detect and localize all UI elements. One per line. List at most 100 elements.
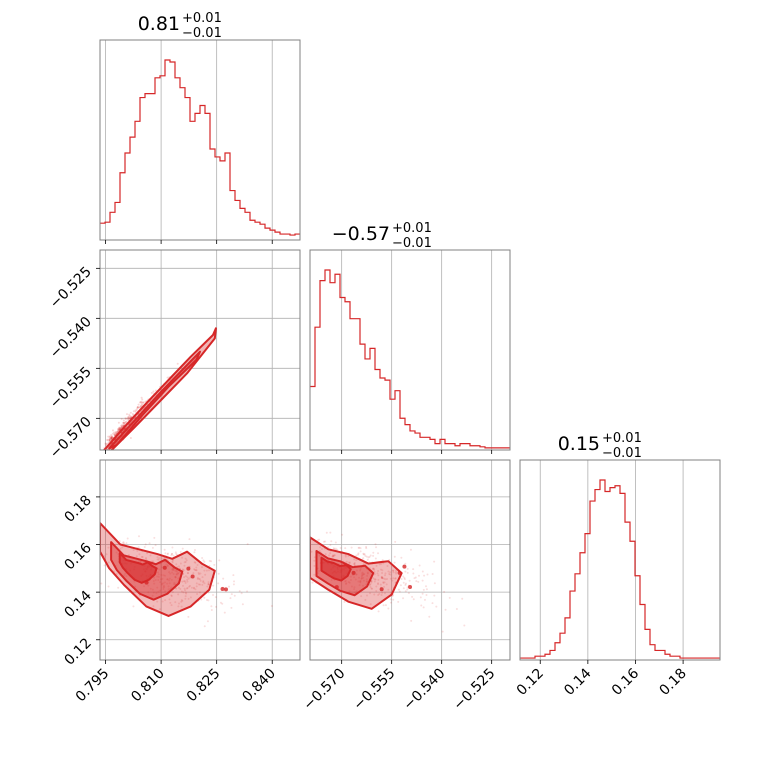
scatter-point [397, 588, 400, 591]
scatter-point [166, 565, 169, 568]
scatter-point [380, 575, 383, 578]
scatter-point [218, 559, 221, 562]
contour-inner [320, 556, 352, 582]
scatter-point [139, 405, 142, 408]
scatter-point [124, 420, 127, 423]
scatter-point [118, 428, 121, 431]
scatter-point [212, 584, 215, 587]
scatter-point [373, 570, 376, 573]
scatter-point [181, 547, 184, 550]
scatter-point [392, 569, 395, 572]
scatter-point [126, 417, 129, 420]
scatter-point [198, 573, 201, 576]
scatter-point [193, 549, 196, 552]
scatter-point [180, 605, 183, 608]
scatter-point [122, 421, 125, 424]
scatter-point [378, 592, 381, 595]
scatter-point [109, 436, 112, 439]
scatter-point [163, 585, 166, 588]
scatter-point [443, 590, 446, 593]
scatter-point [121, 425, 124, 428]
scatter-point [181, 580, 184, 583]
scatter-point [107, 585, 110, 588]
scatter-point [344, 554, 347, 557]
scatter-point [383, 585, 386, 588]
scatter-point [404, 562, 407, 565]
panel-title-value: 0.81 [138, 13, 180, 35]
scatter-point [206, 620, 209, 623]
scatter-point [373, 580, 376, 583]
scatter-point [358, 546, 361, 549]
scatter-point [115, 431, 118, 434]
scatter-point [382, 581, 385, 584]
scatter-point [334, 547, 337, 550]
scatter-point [217, 572, 220, 575]
scatter-point [127, 416, 130, 419]
scatter-point [398, 590, 401, 593]
scatter-point [233, 594, 236, 597]
scatter-point [380, 576, 383, 579]
contour-island [408, 585, 413, 590]
scatter-point [177, 572, 180, 575]
scatter-point [110, 434, 113, 437]
scatter-point [137, 560, 140, 563]
pair-panel-2-1 [310, 460, 510, 660]
scatter-point [361, 571, 364, 574]
scatter-point [313, 559, 316, 562]
scatter-point [365, 547, 368, 550]
hist-panel-0: 0.81 +0.01−0.01 [100, 11, 300, 240]
panel-title-minus: −0.01 [392, 236, 432, 251]
scatter-point [380, 594, 383, 597]
scatter-point [159, 581, 162, 584]
scatter-point [332, 555, 335, 558]
contour-island [397, 570, 402, 575]
scatter-point [221, 602, 224, 605]
scatter-point [313, 556, 316, 559]
scatter-point [213, 563, 216, 566]
scatter-point [380, 562, 383, 565]
scatter-point [140, 403, 143, 406]
scatter-point [388, 573, 391, 576]
scatter-point [163, 581, 166, 584]
scatter-point [145, 556, 148, 559]
scatter-point [355, 554, 358, 557]
scatter-point [353, 586, 356, 589]
scatter-point [369, 583, 372, 586]
scatter-point [382, 604, 385, 607]
scatter-point [118, 427, 121, 430]
scatter-point [365, 555, 368, 558]
scatter-point [171, 591, 174, 594]
scatter-point [109, 438, 112, 441]
scatter-point [381, 559, 384, 562]
scatter-point [422, 606, 425, 609]
scatter-point [353, 588, 356, 591]
scatter-point [140, 401, 143, 404]
scatter-point [134, 410, 137, 413]
scatter-point [168, 582, 171, 585]
scatter-point [136, 406, 139, 409]
scatter-point [240, 592, 243, 595]
scatter-point [128, 415, 131, 418]
scatter-point [387, 588, 390, 591]
scatter-point [110, 436, 113, 439]
scatter-point [461, 597, 464, 600]
scatter-point [166, 578, 169, 581]
scatter-point [367, 556, 370, 559]
scatter-point [108, 440, 111, 443]
scatter-point [193, 551, 196, 554]
scatter-point [205, 569, 208, 572]
scatter-point [455, 608, 458, 611]
scatter-point [345, 582, 348, 585]
scatter-point [122, 424, 125, 427]
scatter-point [157, 590, 160, 593]
hist-frame-1 [309, 249, 511, 451]
scatter-point [318, 569, 321, 572]
scatter-point [359, 579, 362, 582]
scatter-point [132, 605, 135, 608]
scatter-point [187, 577, 190, 580]
scatter-point [361, 573, 364, 576]
scatter-point [187, 597, 190, 600]
scatter-point [170, 554, 173, 557]
scatter-point [435, 605, 438, 608]
scatter-point [344, 579, 347, 582]
